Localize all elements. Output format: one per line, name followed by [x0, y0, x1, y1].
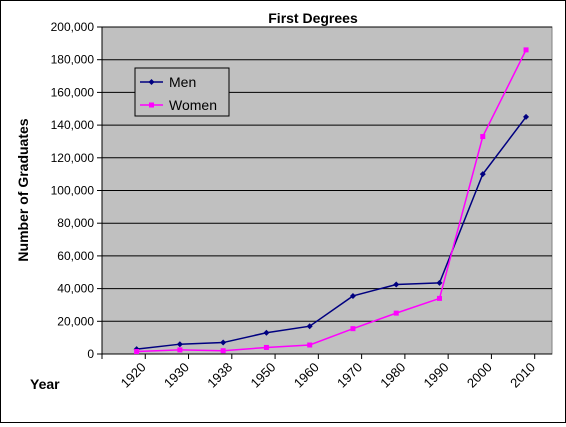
x-tick-label: 1930: [161, 360, 192, 391]
data-point-women: [307, 342, 313, 348]
data-point-women: [263, 344, 269, 350]
data-point-women: [177, 347, 183, 353]
data-point-women: [437, 295, 442, 301]
x-tick-label: 1938: [204, 360, 235, 391]
data-point-women: [134, 349, 140, 355]
data-point-men: [263, 329, 270, 336]
y-tick-label: 80,000: [57, 216, 94, 230]
y-tick-label: 160,000: [51, 85, 95, 99]
data-point-women: [523, 47, 529, 53]
legend-box: [134, 67, 230, 117]
data-point-women: [393, 310, 399, 316]
series-lines: [133, 47, 530, 355]
y-tick-label: 200,000: [51, 20, 95, 34]
y-axis-ticks: 0 20,000 40,000 60,000 80,000 100,000 120,000 1…: [51, 20, 102, 361]
x-tick-label: 1990: [421, 360, 452, 391]
data-point-women: [480, 134, 486, 140]
series-line-women: [136, 49, 527, 353]
data-point-men: [220, 339, 227, 346]
x-axis-label: Year: [30, 376, 60, 392]
data-point-men: [349, 292, 356, 299]
data-point-men: [176, 341, 183, 348]
data-point-women: [350, 326, 356, 332]
x-tick-label: 1920: [118, 360, 149, 391]
y-tick-label: 120,000: [51, 151, 95, 165]
legend-marker-men: [148, 79, 155, 85]
x-tick-label: 2010: [507, 360, 538, 391]
data-point-men: [436, 279, 443, 286]
y-tick-label: 0: [87, 347, 94, 361]
data-point-men: [479, 171, 486, 178]
y-axis-label: Number of Graduates: [15, 118, 31, 261]
y-tick-label: 100,000: [51, 184, 95, 198]
data-point-men: [306, 323, 313, 330]
y-tick-label: 40,000: [57, 282, 94, 296]
y-tick-label: 180,000: [51, 53, 95, 67]
x-tick-label: 1980: [377, 360, 408, 391]
data-point-men: [523, 113, 530, 120]
y-tick-label: 140,000: [51, 118, 95, 132]
x-tick-label: 2000: [464, 360, 495, 391]
legend-label-women: Women: [169, 97, 217, 113]
legend-label-men: Men: [169, 74, 196, 90]
legend: Men Women: [134, 67, 230, 117]
series-line-men: [136, 116, 527, 350]
chart-title: First Degrees: [268, 10, 358, 26]
data-point-women: [220, 348, 226, 354]
x-tick-label: 1950: [247, 360, 278, 391]
data-point-men: [393, 281, 400, 288]
x-tick-label: 1960: [291, 360, 322, 391]
legend-marker-women: [149, 102, 154, 108]
y-tick-label: 60,000: [57, 249, 94, 263]
y-tick-label: 20,000: [57, 314, 94, 328]
x-tick-label: 1970: [334, 360, 365, 391]
